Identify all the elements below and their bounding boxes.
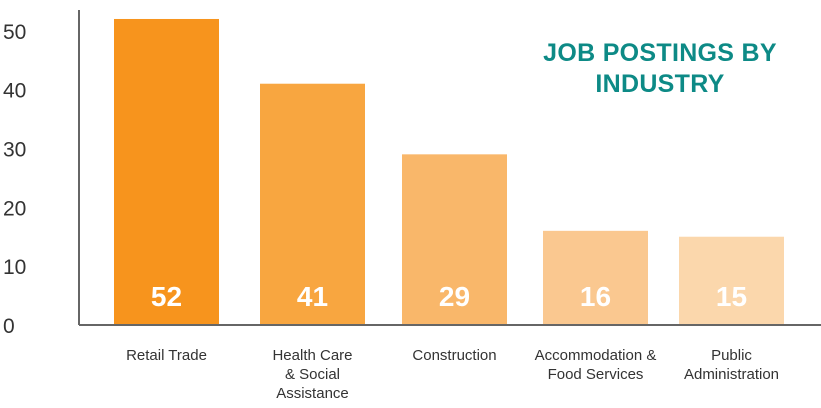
x-axis-labels: Retail Trade Health Care & Social Assistanc…: [126, 347, 779, 402]
bar: [402, 154, 507, 325]
data-label: 41: [297, 281, 328, 312]
x-tick-label: Health Care & Social Assistance: [272, 347, 352, 402]
y-tick-label: 40: [3, 80, 26, 103]
y-tick-label: 20: [3, 197, 26, 220]
data-label: 29: [439, 281, 470, 312]
bar: [679, 236, 784, 325]
y-tick-label: 50: [3, 21, 26, 44]
y-axis-ticks: 0 10 20 30 40 50: [3, 21, 26, 338]
bar: [543, 230, 648, 325]
y-tick-label: 30: [3, 138, 26, 161]
y-tick-label: 0: [3, 315, 15, 338]
x-tick-label: Accommodation & Food Services: [535, 347, 657, 383]
y-tick-label: 10: [3, 256, 26, 279]
bars: [114, 18, 784, 325]
x-tick-label: Retail Trade: [126, 347, 207, 364]
data-labels: 52 41 29 16 15: [151, 281, 747, 312]
bar: [260, 83, 365, 325]
x-tick-label: Public Administration: [684, 347, 779, 383]
chart-title: JOB POSTINGS BY INDUSTRY: [543, 39, 777, 98]
data-label: 16: [580, 281, 611, 312]
bar: [114, 18, 219, 325]
x-tick-label: Construction: [412, 347, 496, 364]
data-label: 52: [151, 281, 182, 312]
data-label: 15: [716, 281, 747, 312]
